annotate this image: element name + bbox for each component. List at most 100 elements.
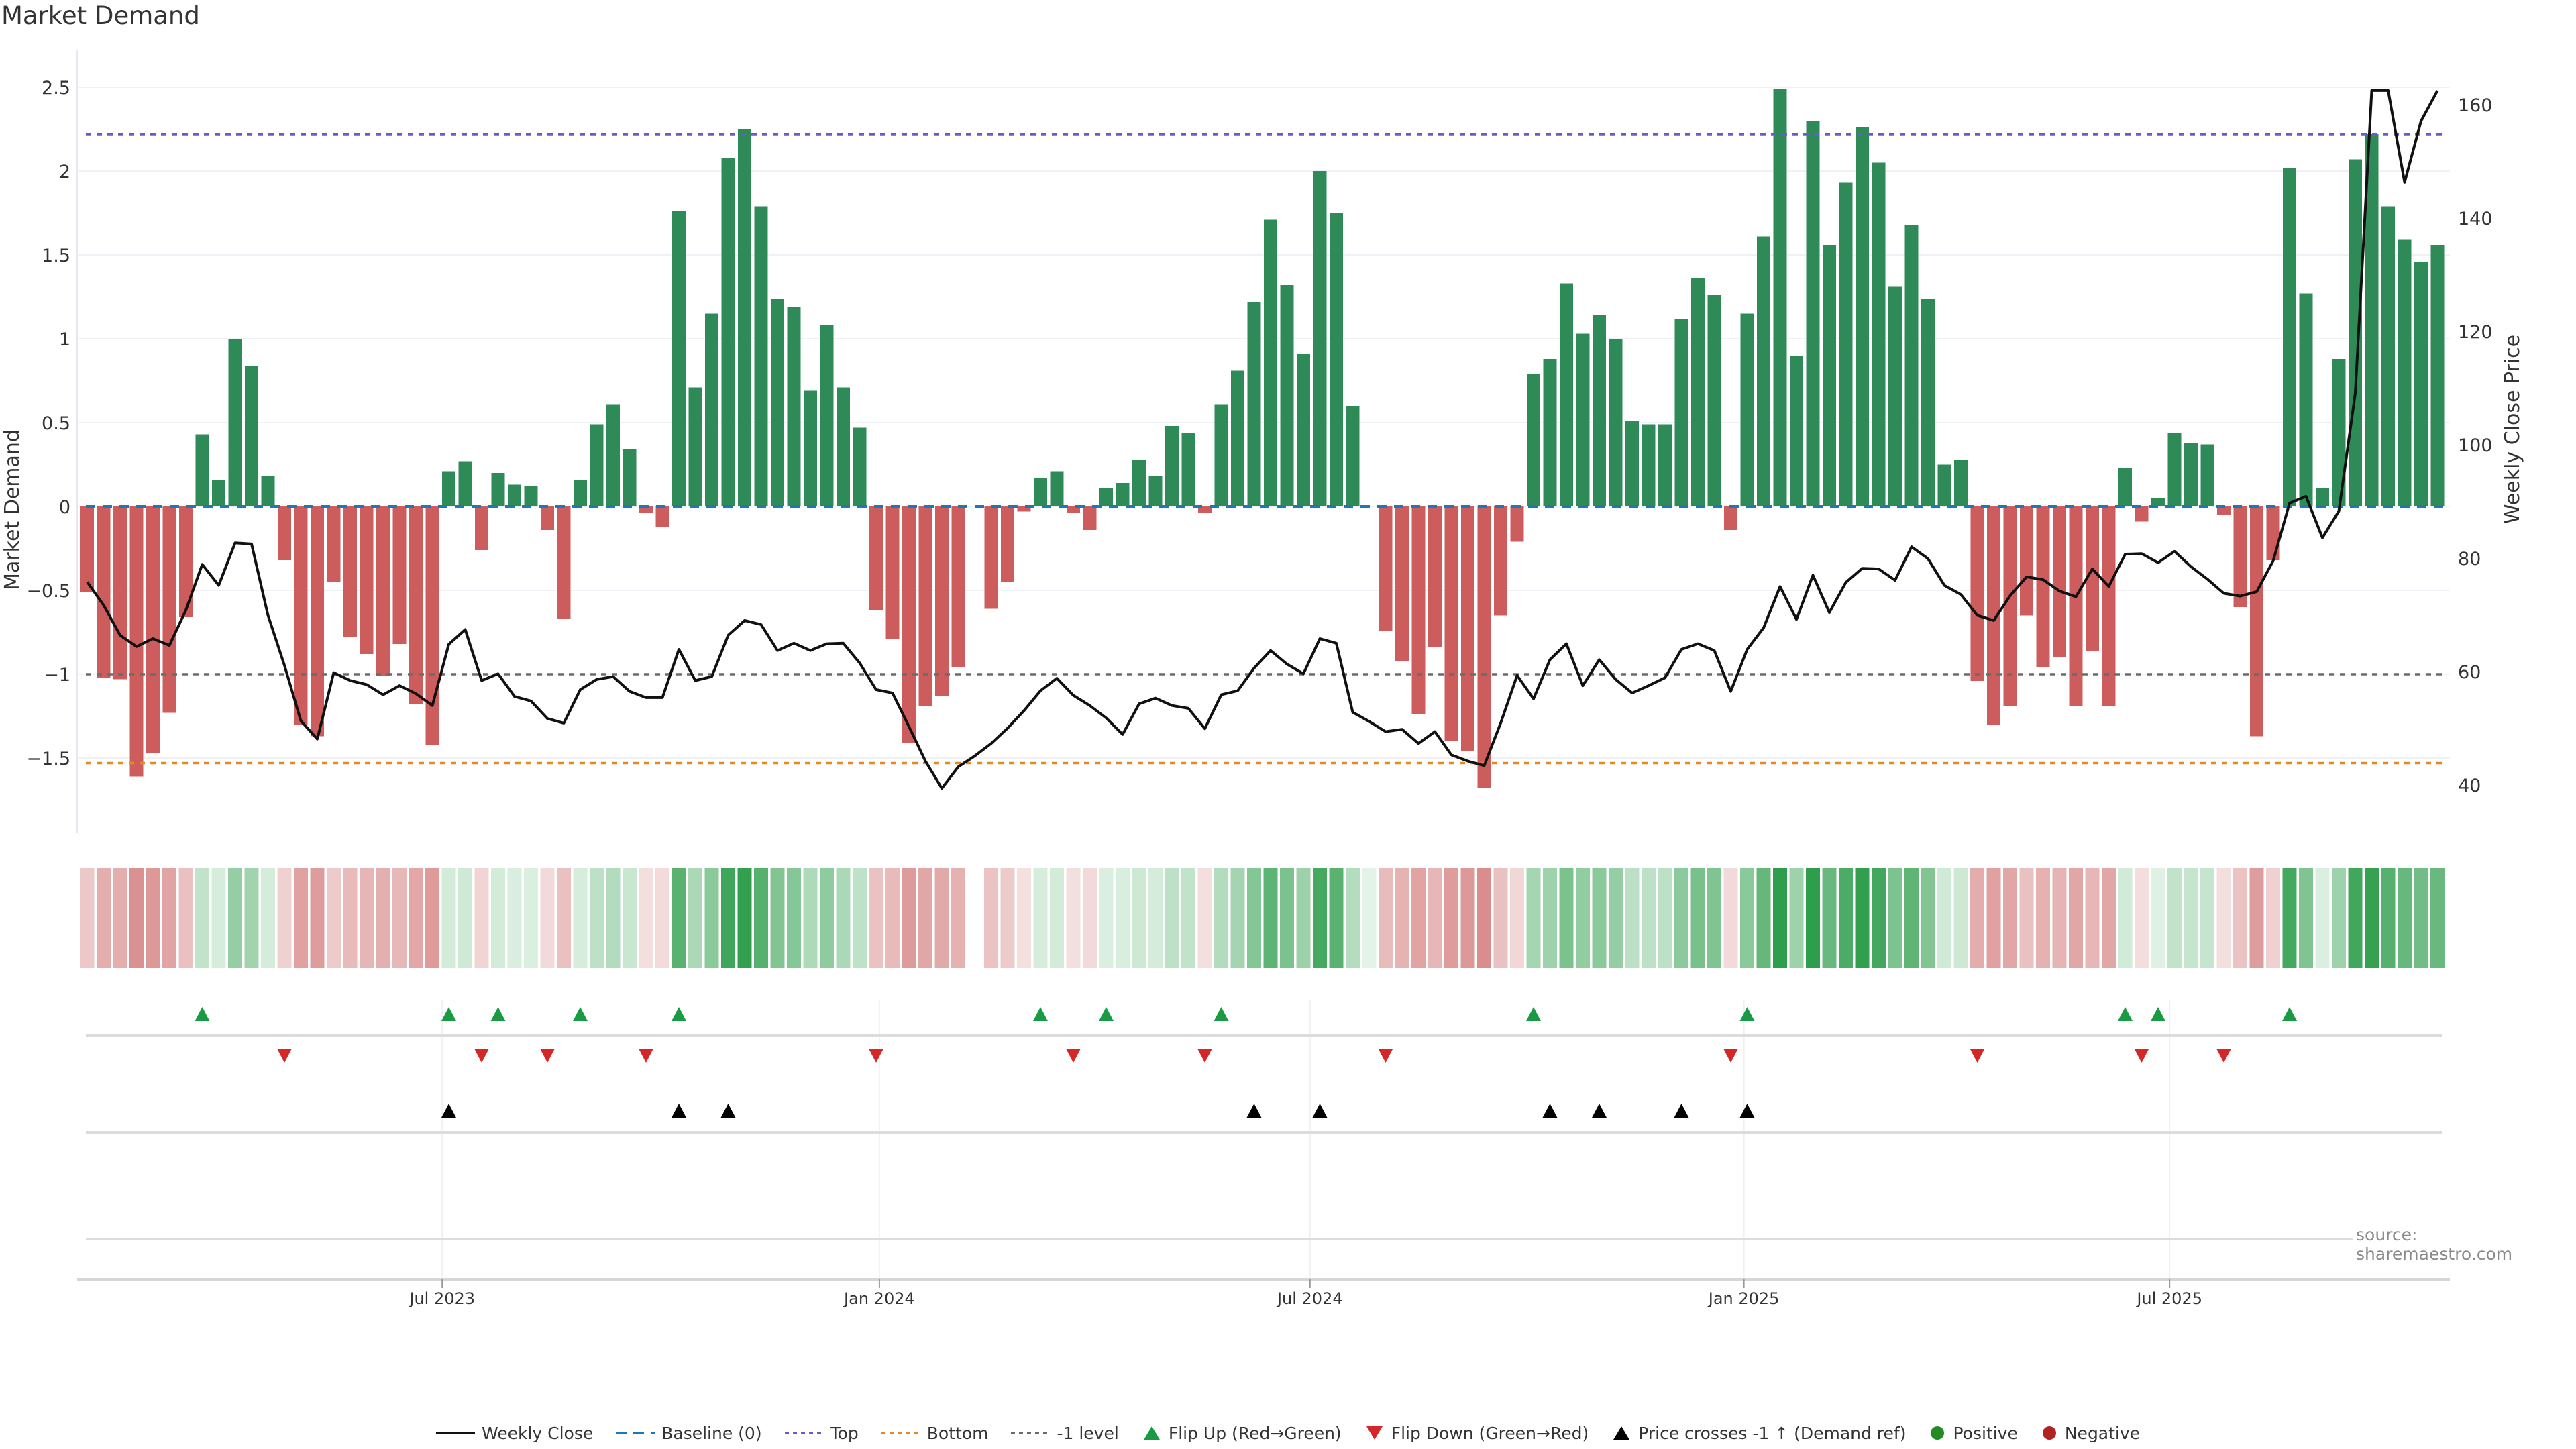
heatmap-cell-positive bbox=[688, 868, 702, 968]
heatmap-cell-negative bbox=[1066, 868, 1081, 968]
y-tick-label: −1 bbox=[44, 665, 70, 686]
heatmap-cell-positive bbox=[1050, 868, 1064, 968]
heatmap-cell-negative bbox=[2233, 868, 2247, 968]
positive-demand-bar bbox=[261, 476, 275, 506]
positive-demand-bar bbox=[2316, 488, 2329, 506]
heatmap-cell-positive bbox=[1806, 868, 1820, 968]
positive-demand-bar bbox=[2349, 159, 2362, 506]
flip-down-marker bbox=[2216, 1049, 2231, 1063]
heatmap-cell-positive bbox=[1346, 868, 1360, 968]
heatmap-cell-positive bbox=[491, 868, 505, 968]
positive-demand-bar bbox=[1823, 245, 1836, 506]
heatmap-cell-negative bbox=[951, 868, 965, 968]
heatmap-cell-positive bbox=[458, 868, 472, 968]
heatmap-cell-positive bbox=[2315, 868, 2330, 968]
legend-label: Baseline (0) bbox=[661, 1423, 762, 1443]
positive-demand-bar bbox=[1099, 488, 1113, 506]
positive-demand-bar bbox=[212, 480, 225, 506]
negative-demand-bar bbox=[392, 506, 407, 644]
heatmap-cell-positive bbox=[1642, 868, 1656, 968]
heatmap-cell-positive bbox=[787, 868, 801, 968]
positive-demand-bar bbox=[606, 404, 620, 506]
positive-demand-bar bbox=[2167, 433, 2182, 506]
heatmap-cell-positive bbox=[2414, 868, 2428, 968]
positive-demand-bar bbox=[458, 461, 472, 506]
positive-demand-bar bbox=[1888, 286, 1902, 506]
heatmap-cell-positive bbox=[1559, 868, 1574, 968]
positive-demand-bar bbox=[804, 390, 817, 506]
price-cross-marker bbox=[672, 1104, 686, 1118]
positive-demand-bar bbox=[590, 424, 604, 506]
heatmap-cell-negative bbox=[2135, 868, 2149, 968]
source-credit: source: sharemaestro.com bbox=[2353, 1225, 2576, 1264]
heatmap-cell-negative bbox=[162, 868, 176, 968]
positive-demand-bar bbox=[837, 387, 850, 506]
heatmap-cell-positive bbox=[1181, 868, 1195, 968]
demand-bars bbox=[80, 89, 2445, 788]
heatmap-cell-negative bbox=[984, 868, 998, 968]
heatmap-cell-negative bbox=[2102, 868, 2116, 968]
positive-demand-bar bbox=[721, 158, 735, 506]
heatmap-cell-negative bbox=[2052, 868, 2067, 968]
heatmap-cell-positive bbox=[2348, 868, 2363, 968]
legend-item-bottom: Bottom bbox=[881, 1424, 988, 1443]
heatmap-cell-negative bbox=[1395, 868, 1409, 968]
negative-demand-bar bbox=[2233, 506, 2247, 607]
positive-demand-bar bbox=[1856, 127, 1869, 506]
heatmap-cell-positive bbox=[195, 868, 209, 968]
heatmap-cell-positive bbox=[1280, 868, 1294, 968]
heatmap-cell-positive bbox=[820, 868, 834, 968]
right-y-tick-label: 120 bbox=[2458, 322, 2493, 343]
flip-down-marker bbox=[1723, 1049, 1738, 1063]
flip-up-marker bbox=[2118, 1007, 2133, 1021]
price-cross-marker bbox=[1739, 1104, 1755, 1118]
legend-label: Weekly Close bbox=[481, 1423, 594, 1443]
chart-title: Market Demand bbox=[1, 1, 200, 30]
heatmap-cell-positive bbox=[2332, 868, 2346, 968]
circle-icon bbox=[1931, 1426, 1945, 1440]
legend-label: Positive bbox=[1953, 1423, 2018, 1443]
heatmap-cell-negative bbox=[146, 868, 160, 968]
heatmap-cell-positive bbox=[1543, 868, 1557, 968]
negative-demand-bar bbox=[557, 506, 571, 619]
positive-demand-bar bbox=[1214, 404, 1228, 506]
heatmap-cell-negative bbox=[1477, 868, 1491, 968]
flip-up-marker bbox=[490, 1007, 506, 1021]
heatmap-cell-negative bbox=[885, 868, 900, 968]
negative-demand-bar bbox=[425, 506, 439, 745]
legend-item-positive: Positive bbox=[1929, 1423, 2018, 1443]
heatmap-cell-positive bbox=[1576, 868, 1590, 968]
heatmap-cell-positive bbox=[2151, 868, 2165, 968]
heatmap-cell-positive bbox=[244, 868, 259, 968]
flip-down-marker bbox=[1378, 1049, 1393, 1063]
negative-demand-bar bbox=[1444, 506, 1458, 741]
negative-demand-bar bbox=[294, 506, 308, 724]
demand-heatmap-strip bbox=[80, 868, 2445, 968]
negative-demand-bar bbox=[2135, 506, 2149, 522]
negative-demand-bar bbox=[2036, 506, 2050, 667]
heatmap-cell-negative bbox=[1723, 868, 1738, 968]
heatmap-cell-positive bbox=[1592, 868, 1607, 968]
heatmap-cell-positive bbox=[770, 868, 785, 968]
positive-demand-bar bbox=[1560, 283, 1573, 506]
flip-up-marker bbox=[441, 1007, 456, 1021]
heatmap-cell-positive bbox=[1674, 868, 1688, 968]
positive-demand-bar bbox=[2414, 262, 2428, 506]
heatmap-cell-positive bbox=[853, 868, 867, 968]
positive-demand-bar bbox=[2332, 359, 2346, 506]
right-y-tick-labels: 40 60 80 100 120 140 160 bbox=[2458, 95, 2493, 796]
legend-label: Flip Down (Green→Red) bbox=[1391, 1423, 1589, 1443]
positive-demand-bar bbox=[705, 313, 718, 506]
positive-demand-bar bbox=[574, 480, 587, 506]
positive-demand-bar bbox=[1674, 319, 1688, 506]
circle-icon bbox=[2042, 1426, 2056, 1440]
heatmap-cell-negative bbox=[294, 868, 308, 968]
heatmap-cell-negative bbox=[1083, 868, 1097, 968]
y-tick-label: 0.5 bbox=[42, 413, 70, 434]
positive-demand-bar bbox=[1313, 171, 1327, 506]
positive-demand-bar bbox=[754, 206, 768, 506]
heatmap-cell-positive bbox=[836, 868, 851, 968]
heatmap-cell-positive bbox=[2282, 868, 2297, 968]
positive-demand-bar bbox=[1280, 285, 1294, 506]
heatmap-cell-negative bbox=[2249, 868, 2264, 968]
